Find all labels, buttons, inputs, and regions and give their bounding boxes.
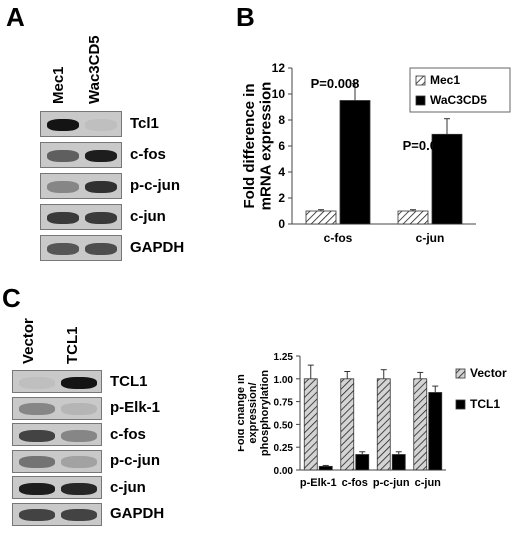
bar [355,454,370,471]
blot-band [47,181,79,193]
blot-band [61,482,97,495]
blot-label: Tcl1 [130,115,159,132]
legend-entry: Mec1 [430,73,460,87]
y-tick-label: 12 [272,61,286,75]
y-tick-label: 1.25 [274,352,294,363]
lane-label: Wac3CD5 [86,35,103,104]
blot-band [19,429,55,442]
blot-band [85,181,117,193]
blot-label: c-jun [110,478,146,496]
bar [339,100,371,225]
blot-strip [40,173,122,199]
legend-swatch [455,399,466,410]
bar [428,392,443,471]
legend-swatch [455,368,466,379]
blot-band [85,243,117,255]
y-tick-label: 0.75 [274,398,294,409]
blot-band [61,403,97,415]
blot-band [85,150,117,162]
legend-entry: TCL1 [470,397,500,411]
legend-swatch [415,95,426,106]
p-value-annotation: P=0.008 [311,76,360,91]
x-tick-label: p-c-jun [373,477,410,489]
legend-entry: WaC3CD5 [430,93,487,107]
y-axis-label: Fold change inexpression/phosphorylation [238,370,271,456]
y-tick-label: 0.25 [274,443,294,454]
blot-strip [12,396,102,420]
legend-entry: Vector [470,366,507,380]
blot-strip [12,370,102,393]
bar [413,378,428,471]
y-tick-label: 1.00 [274,375,294,386]
blot-band [85,119,117,131]
y-tick-label: 8 [278,113,285,127]
bar [318,465,333,471]
panel-b-letter: B [236,2,255,32]
blot-band [19,403,55,415]
blot-strip [12,476,102,499]
y-tick-label: 4 [278,165,285,179]
blot-label: c-jun [130,208,166,225]
y-axis-label: Fold difference inmRNA expression [241,82,275,211]
blot-strip [40,142,122,168]
blot-strip [40,111,122,137]
blot-strip [40,204,122,230]
bar [305,210,337,225]
blot-band [61,429,97,442]
blot-band [85,212,117,224]
legend [409,67,511,113]
blot-label: c-fos [110,425,146,443]
panel-c-chart: Fold change inexpression/phosphorylation… [238,352,507,489]
blot-band [61,456,97,468]
bar [376,378,391,471]
blot-band [47,212,79,224]
blot-label: GAPDH [130,239,185,256]
lane-label: Mec1 [50,66,67,104]
blot-strip [12,423,102,446]
blot-strip [12,449,102,473]
x-tick-label: p-Elk-1 [300,477,337,489]
blot-label: p-Elk-1 [110,399,161,416]
x-tick-label: c-fos [342,477,368,489]
lane-label: TCL1 [64,326,81,365]
blot-label: p-c-jun [130,177,180,194]
blot-band [19,509,55,521]
blot-label: c-fos [130,146,166,163]
x-tick-label: c-fos [324,231,353,245]
bar [303,378,318,471]
y-tick-label: 10 [272,87,286,101]
blot-label: GAPDH [110,505,165,522]
blot-strip [12,502,102,526]
legend-swatch [415,75,426,86]
bar [391,454,406,471]
panel-a-letter: A [6,2,25,32]
y-tick-label: 0.00 [274,466,294,477]
x-tick-label: c-jun [416,231,445,245]
p-value-annotation: P=0.009 [403,138,452,153]
blot-band [47,119,79,131]
blot-strip [40,235,122,261]
blot-band [61,376,97,389]
y-tick-label: 6 [278,139,285,153]
y-tick-label: 0.50 [274,420,294,431]
bar [340,378,355,471]
bar [397,210,429,225]
blot-band [47,243,79,255]
blot-label: p-c-jun [110,452,160,469]
panel-c-letter: C [2,283,21,313]
blot-band [47,150,79,162]
blot-band [19,456,55,468]
lane-label: Vector [20,318,37,364]
blot-band [19,482,55,495]
x-tick-label: c-jun [415,477,442,489]
blot-label: TCL1 [110,372,148,390]
y-tick-label: 2 [278,191,285,205]
y-tick-label: 0 [278,217,285,231]
blot-band [61,509,97,521]
blot-band [19,376,55,389]
